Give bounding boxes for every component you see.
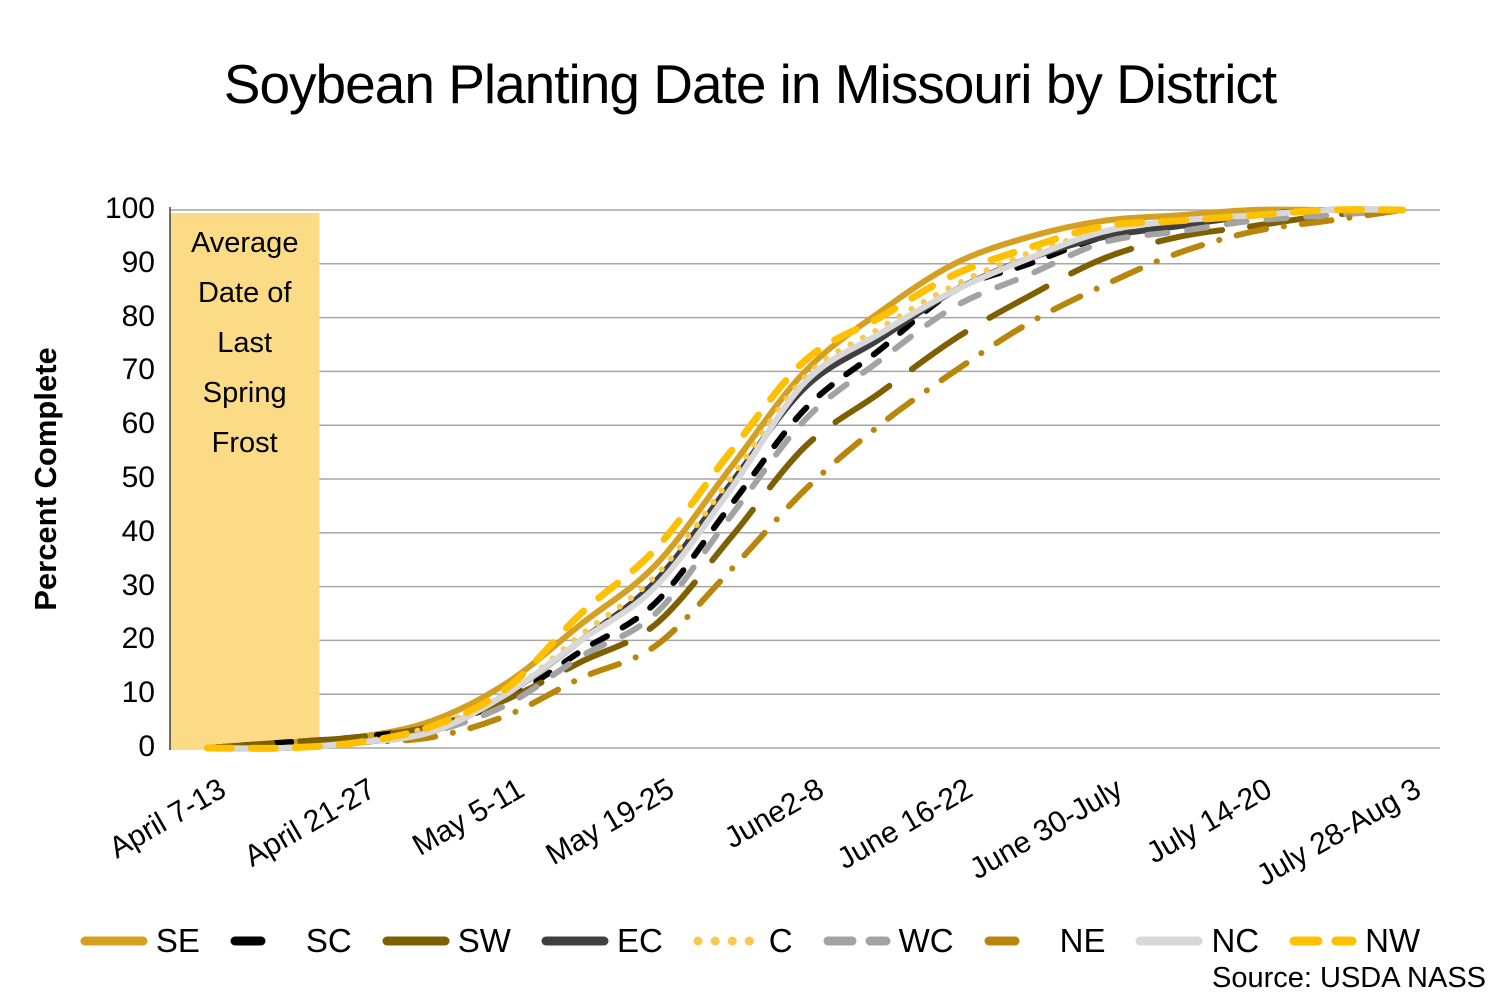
legend-item-sc: SC xyxy=(230,922,352,960)
legend-swatch-ne xyxy=(984,936,1052,946)
legend-item-wc: WC xyxy=(823,922,954,960)
series-line-se xyxy=(204,206,1406,751)
y-tick-label: 50 xyxy=(121,461,155,494)
source-text: Source: USDA NASS xyxy=(1212,962,1486,994)
legend-label: C xyxy=(768,922,793,959)
legend-swatch-nw xyxy=(1289,936,1357,946)
legend-item-se: SE xyxy=(80,922,200,960)
legend: SE SC SW EC C WC NE NC NW xyxy=(0,922,1500,960)
legend-label: EC xyxy=(616,922,663,959)
series-line-ne xyxy=(204,207,1406,752)
y-tick-label: 70 xyxy=(121,353,155,387)
legend-swatch-sw xyxy=(382,936,450,946)
y-tick-label: 10 xyxy=(121,676,155,710)
series-line-nw xyxy=(203,206,1407,752)
legend-label: NW xyxy=(1365,922,1421,959)
legend-label: WC xyxy=(898,922,954,959)
y-tick-label: 80 xyxy=(121,299,155,333)
frost-region-rect xyxy=(170,213,320,750)
y-tick-label: 40 xyxy=(121,514,155,548)
legend-item-ec: EC xyxy=(541,922,663,960)
y-tick-label: 30 xyxy=(121,568,155,602)
legend-item-c: C xyxy=(693,922,793,960)
legend-label: NC xyxy=(1211,922,1260,959)
y-tick-label: 90 xyxy=(121,245,155,279)
legend-label: NE xyxy=(1059,922,1106,959)
y-tick-label: 0 xyxy=(138,730,155,763)
legend-item-nc: NC xyxy=(1135,922,1259,960)
y-tick-label: 60 xyxy=(121,407,155,441)
legend-label: SW xyxy=(457,922,511,959)
chart-title: Soybean Planting Date in Missouri by Dis… xyxy=(223,53,1277,115)
legend-swatch-se xyxy=(80,936,148,946)
legend-label: SE xyxy=(155,922,200,959)
legend-swatch-c xyxy=(693,936,761,946)
legend-label: SC xyxy=(305,922,352,959)
legend-swatch-nc xyxy=(1135,936,1203,946)
legend-swatch-wc xyxy=(823,936,891,946)
legend-swatch-ec xyxy=(541,936,609,946)
legend-swatch-sc xyxy=(230,936,298,946)
legend-item-sw: SW xyxy=(382,922,511,960)
frost-region-label: Average Date of Last Spring Frost xyxy=(190,227,299,459)
y-tick-label: 20 xyxy=(121,622,155,656)
legend-item-ne: NE xyxy=(984,922,1106,960)
y-tick-label: 100 xyxy=(104,192,155,225)
legend-item-nw: NW xyxy=(1289,922,1420,960)
